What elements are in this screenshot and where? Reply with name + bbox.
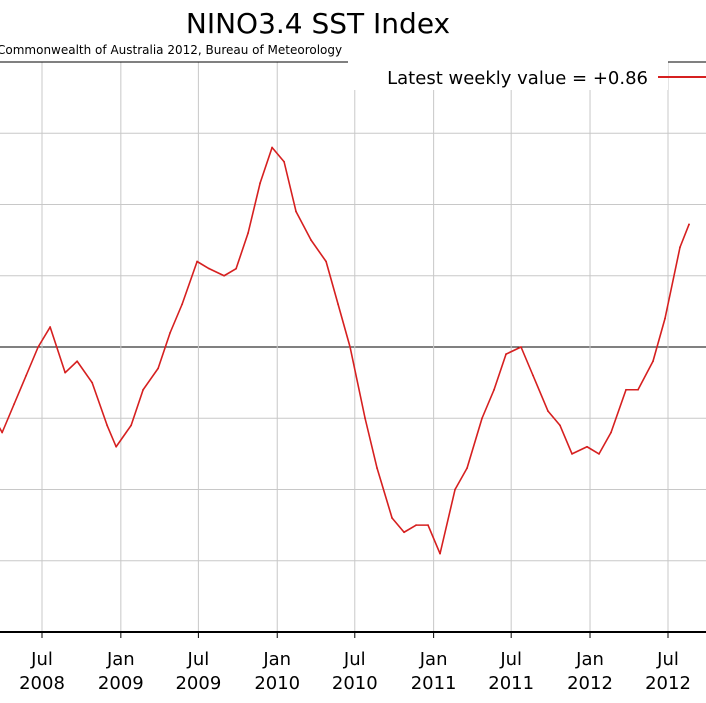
data-point [439,552,441,555]
data-point [235,267,238,270]
data-point [271,146,273,149]
x-tick-label-month: Jan [106,649,135,670]
data-point [679,246,681,249]
data-point [481,417,483,420]
data-point [547,410,549,413]
data-point [598,452,600,455]
x-tick-label-year: 2012 [567,673,613,694]
data-point [295,210,297,213]
data-point [13,403,16,405]
data-point [223,274,226,277]
data-point [25,374,28,377]
chart-subtitle: Commonwealth of Australia 2012, Bureau o… [0,43,342,57]
data-point [559,424,561,427]
data-point [196,260,199,263]
data-point [391,517,393,519]
x-tick-label-month: Jul [656,649,679,670]
data-point [142,388,145,391]
data-point [325,260,327,263]
data-point [505,353,507,356]
x-tick-label-year: 2012 [645,673,691,694]
x-tick-label-month: Jan [419,649,448,670]
data-point [91,381,94,384]
data-point [310,239,312,242]
data-point [571,452,573,455]
x-tick-label-month: Jan [262,649,291,670]
data-point [283,160,285,163]
legend-box [348,61,668,90]
data-point [493,388,495,391]
x-tick-label-year: 2011 [411,673,457,694]
data-point [157,367,160,370]
data-point [454,488,456,491]
x-tick-label-year: 2008 [19,673,65,694]
data-point [364,417,366,420]
data-point [106,424,109,427]
x-tick-label-year: 2010 [254,673,300,694]
data-point [652,360,654,363]
data-point [376,467,378,470]
data-point [349,346,351,348]
data-point [664,317,666,320]
x-tick-label-year: 2010 [332,673,378,694]
x-tick-label-year: 2011 [488,673,534,694]
x-tick-label-month: Jan [575,649,604,670]
data-point [532,374,534,377]
legend-label: Latest weekly value = +0.86 [387,68,648,89]
data-point [520,346,522,348]
data-point [466,467,468,470]
x-tick-label-year: 2009 [175,673,221,694]
data-point [259,182,261,185]
legend: Latest weekly value = +0.86 [348,61,706,90]
data-point [76,360,79,363]
series-layer [0,146,690,555]
data-point [169,331,172,334]
x-tick-label-month: Jul [187,649,210,670]
x-tick-label-year: 2009 [98,673,144,694]
data-point [130,424,133,427]
chart-title: NINO3.4 SST Index [186,7,450,40]
x-tick-label-month: Jul [30,649,53,670]
data-point [337,303,339,306]
data-point [37,346,40,348]
data-point [688,223,690,226]
data-point [208,267,211,270]
data-point [625,388,627,391]
data-point [1,431,4,434]
data-point [49,326,52,328]
data-point [403,531,405,534]
data-point [586,445,588,448]
x-tick-labels: Jul 2008 Jan 2009 Jul 2009 Jan 2010 Jul 2010 Jan 20… [19,649,691,694]
x-tick-label-month: Jul [499,649,522,670]
data-point [637,388,639,391]
data-point [415,524,417,527]
data-point [64,371,67,374]
data-point [427,524,429,527]
data-point [181,303,184,306]
data-point [247,232,250,234]
data-point [610,431,612,434]
x-tick-label-month: Jul [343,649,366,670]
data-point [115,445,118,448]
